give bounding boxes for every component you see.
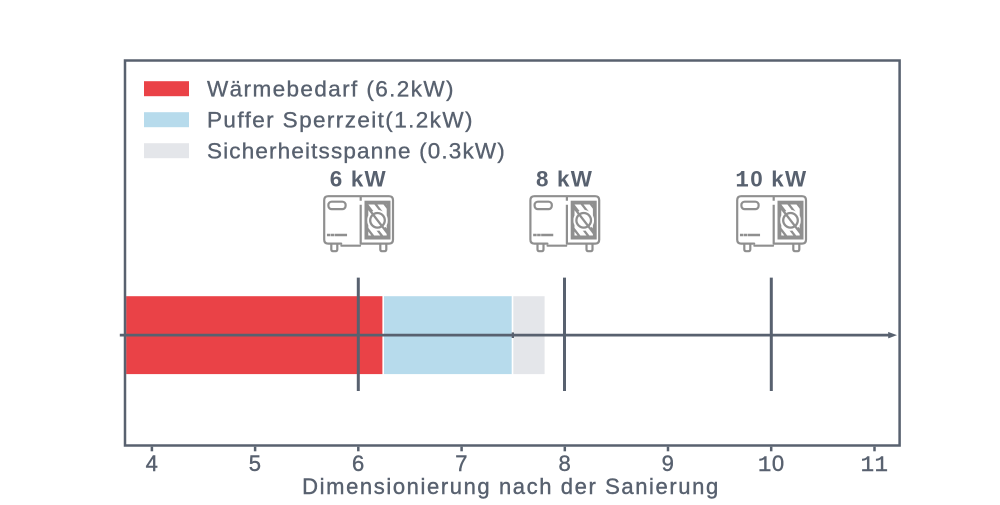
svg-text:Puffer Sperrzeit(1.2kW): Puffer Sperrzeit(1.2kW): [207, 108, 474, 133]
svg-text:10 kW: 10 kW: [735, 167, 807, 194]
svg-text:Dimensionierung nach der Sanie: Dimensionierung nach der Sanierung: [302, 474, 720, 499]
svg-text:8 kW: 8 kW: [536, 167, 593, 192]
svg-text:8: 8: [558, 451, 571, 476]
svg-text:11: 11: [861, 452, 889, 478]
svg-text:4: 4: [146, 451, 159, 476]
svg-text:6 kW: 6 kW: [330, 167, 387, 192]
svg-text:Sicherheitsspanne (0.3kW): Sicherheitsspanne (0.3kW): [207, 139, 506, 164]
svg-text:10: 10: [758, 451, 785, 478]
svg-text:Wärmebedarf (6.2kW): Wärmebedarf (6.2kW): [207, 77, 455, 102]
svg-text:5: 5: [249, 451, 262, 476]
svg-text:6: 6: [352, 451, 365, 476]
svg-text:7: 7: [455, 451, 468, 476]
svg-text:9: 9: [662, 451, 675, 476]
